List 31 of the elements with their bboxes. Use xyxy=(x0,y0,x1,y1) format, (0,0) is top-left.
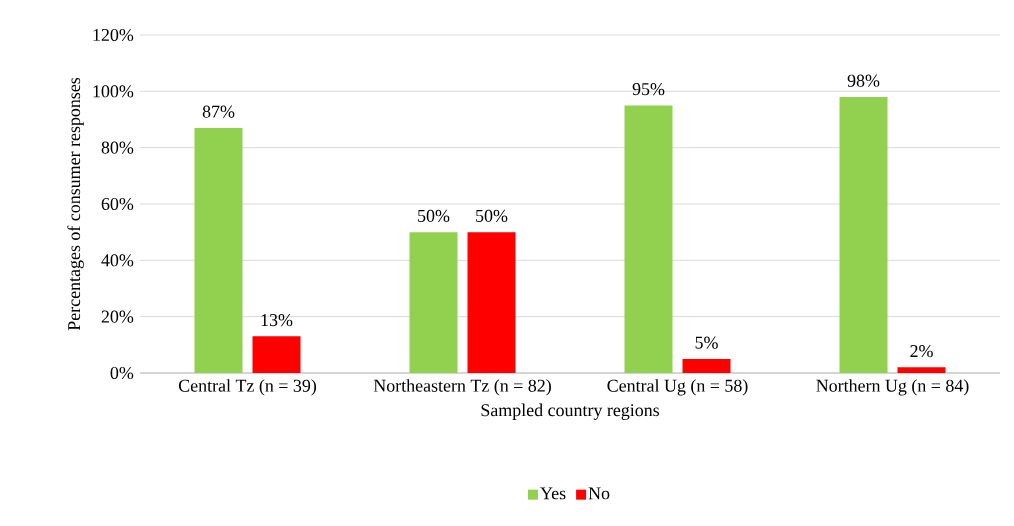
data-label: 50% xyxy=(418,209,450,222)
data-label: 50% xyxy=(476,209,508,222)
bar xyxy=(624,105,673,373)
x-tick-label: Northern Ug (n = 84) xyxy=(816,379,969,396)
x-tick-label: Northeastern Tz (n = 82) xyxy=(373,379,551,396)
y-tick-label: 100% xyxy=(93,85,134,98)
x-tick-label: Central Ug (n = 58) xyxy=(607,379,748,396)
data-label: 13% xyxy=(261,314,293,327)
y-tick-label: 40% xyxy=(101,254,134,267)
bar xyxy=(252,336,301,373)
bar xyxy=(839,96,888,373)
data-label: 5% xyxy=(695,336,718,349)
y-tick-label: 120% xyxy=(93,28,134,42)
legend-label: Yes xyxy=(540,487,566,500)
y-tick-label: 0% xyxy=(110,366,134,380)
bar xyxy=(194,127,243,373)
data-label: 87% xyxy=(202,105,235,118)
data-label: 95% xyxy=(632,83,665,96)
bar xyxy=(682,358,731,373)
y-tick-label: 20% xyxy=(101,310,134,323)
data-label: 98% xyxy=(847,74,880,87)
bar xyxy=(897,367,946,373)
x-tick-label: Central Tz (n = 39) xyxy=(178,379,317,396)
x-axis-title: Sampled country regions xyxy=(481,403,660,420)
y-axis-title: Percentages of consumer responses xyxy=(67,77,84,331)
y-tick-label: 60% xyxy=(101,197,134,211)
legend-label: No xyxy=(588,487,610,500)
bar xyxy=(467,232,516,373)
data-label: 2% xyxy=(910,345,933,358)
bar xyxy=(409,232,458,373)
y-tick-label: 80% xyxy=(101,141,134,154)
